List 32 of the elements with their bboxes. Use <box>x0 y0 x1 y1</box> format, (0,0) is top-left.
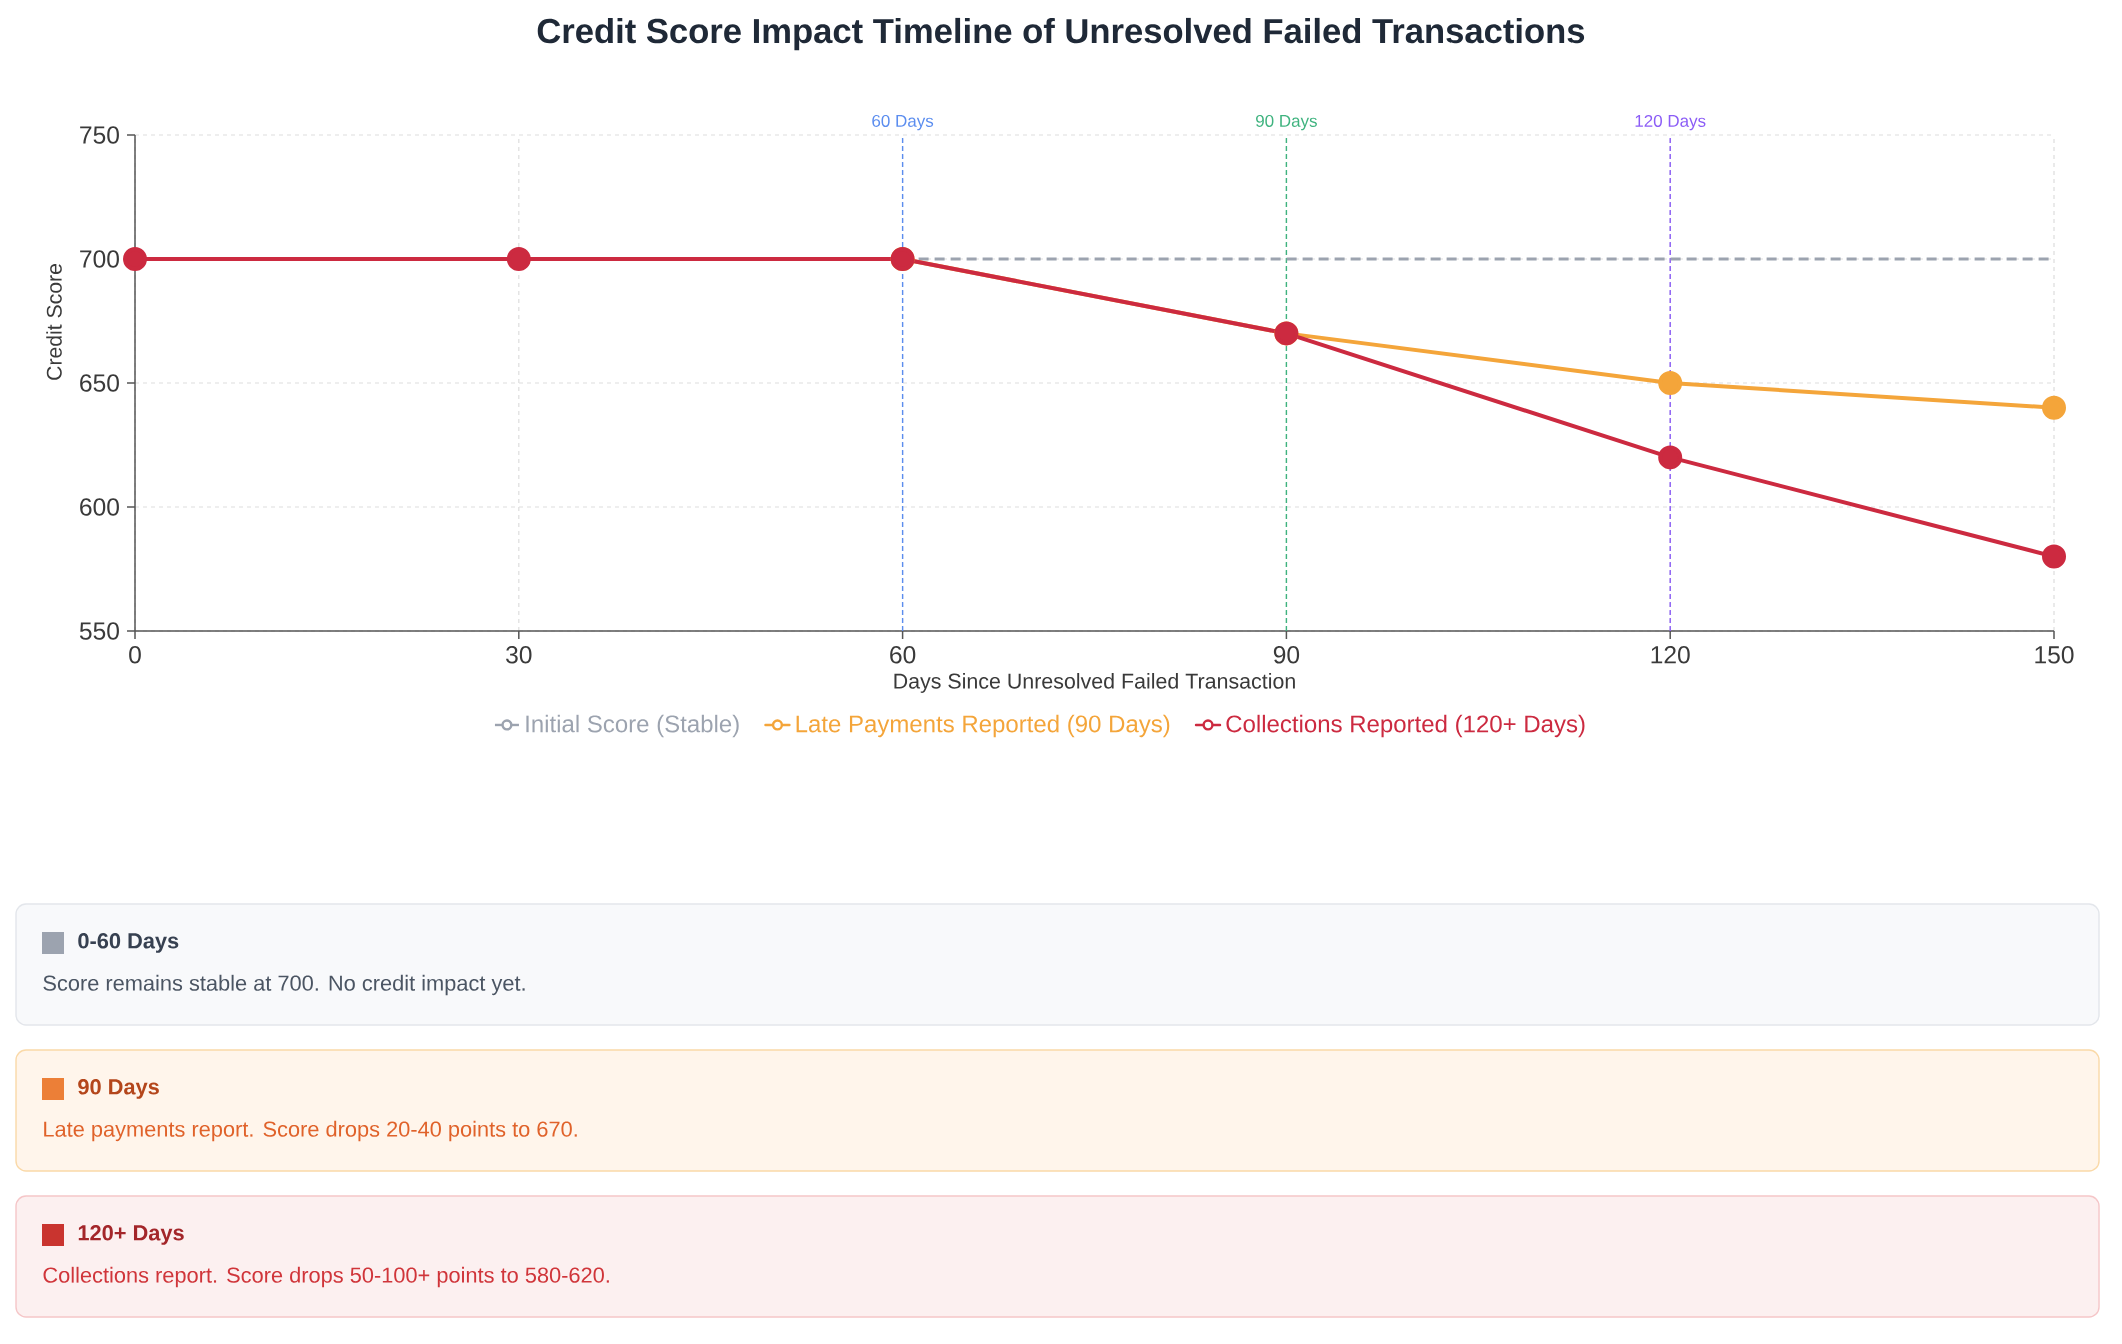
text: Score remains stable at 700. No credit impact yet. <box>43 974 525 996</box>
legend-label: Collections Reported (120+ Days) <box>1226 714 1585 738</box>
point <box>1658 370 1683 395</box>
point <box>1658 445 1683 470</box>
x-tick-label: 30 <box>506 646 532 664</box>
y-tick-label: 600 <box>80 498 119 516</box>
text: 0-60 Days <box>78 933 179 953</box>
x-axis-title: Days Since Unresolved Failed Transaction <box>894 673 1295 693</box>
point <box>2042 395 2067 420</box>
x-tick-label: 120 <box>1651 646 1690 664</box>
point <box>2042 544 2067 569</box>
ref-line-label: 90 Days <box>1256 114 1317 131</box>
y-tick-label: 750 <box>80 126 119 144</box>
text: Late payments report. Score drops 20-40 points to 670. <box>44 1120 577 1142</box>
text: 90 Days <box>78 1079 159 1099</box>
ref-line-label: 120 Days <box>1635 114 1706 131</box>
y-axis-title: Credit Score <box>46 264 62 380</box>
chart-title: Credit Score Impact Timeline of Unresolved Failed Transactions <box>537 17 1585 51</box>
y-tick-label: 700 <box>80 250 119 268</box>
point <box>123 246 148 271</box>
x-tick-label: 90 <box>1273 646 1300 664</box>
text: Collections report. Score drops 50-100+ points to 580-620. <box>43 1266 609 1288</box>
x-tick-label: 150 <box>2035 646 2074 664</box>
point <box>506 246 531 271</box>
x-tick-label: 0 <box>129 646 141 664</box>
legend-label: Late Payments Reported (90 Days) <box>796 714 1170 738</box>
y-tick-label: 550 <box>79 622 119 640</box>
x-tick-label: 60 <box>890 646 916 664</box>
legend-label: Initial Score (Stable) <box>526 714 739 738</box>
ref-line-label: 60 Days <box>872 114 934 131</box>
text: 120+ Days <box>78 1225 184 1245</box>
y-tick-label: 650 <box>80 374 119 392</box>
